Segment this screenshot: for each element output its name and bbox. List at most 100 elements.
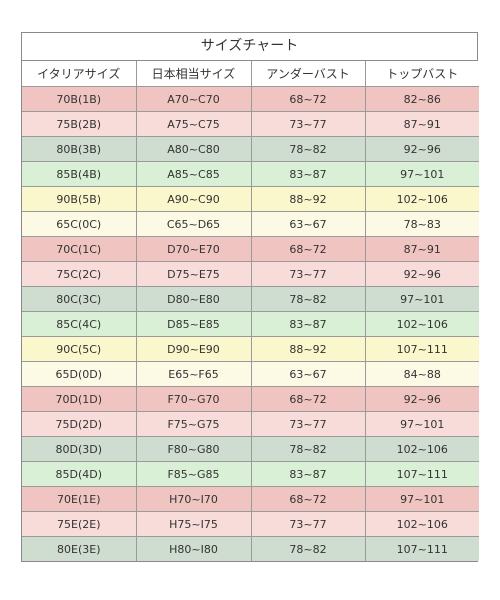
- japan-size-cell: A80~C80: [135, 136, 252, 162]
- topbust-cell: 84~88: [364, 361, 479, 387]
- table-row: 80E(3E) H80~I80 78~82 107~111: [22, 536, 479, 561]
- italian-size-cell: 80B(3B): [22, 136, 137, 162]
- underbust-cell: 73~77: [250, 261, 366, 287]
- topbust-cell: 87~91: [364, 111, 479, 137]
- topbust-cell: 102~106: [364, 186, 479, 212]
- italian-size-cell: 90C(5C): [22, 336, 137, 362]
- topbust-cell: 97~101: [364, 411, 479, 437]
- topbust-cell: 92~96: [364, 261, 479, 287]
- japan-size-cell: H70~I70: [135, 486, 252, 512]
- japan-size-cell: H75~I75: [135, 511, 252, 537]
- italian-size-cell: 85B(4B): [22, 161, 137, 187]
- japan-size-cell: D70~E70: [135, 236, 252, 262]
- topbust-cell: 92~96: [364, 386, 479, 412]
- japan-size-cell: A90~C90: [135, 186, 252, 212]
- italian-size-cell: 80D(3D): [22, 436, 137, 462]
- header-row: イタリアサイズ 日本相当サイズ アンダーバスト トップバスト: [22, 61, 479, 87]
- underbust-cell: 73~77: [250, 511, 366, 537]
- header-italian-size: イタリアサイズ: [22, 61, 137, 87]
- header-japan-size: 日本相当サイズ: [135, 61, 252, 87]
- italian-size-cell: 75D(2D): [22, 411, 137, 437]
- table-row: 80B(3B) A80~C80 78~82 92~96: [22, 136, 479, 162]
- underbust-cell: 68~72: [250, 386, 366, 412]
- underbust-cell: 63~67: [250, 361, 366, 387]
- underbust-cell: 88~92: [250, 336, 366, 362]
- topbust-cell: 78~83: [364, 211, 479, 237]
- table-row: 70B(1B) A70~C70 68~72 82~86: [22, 86, 479, 112]
- underbust-cell: 83~87: [250, 311, 366, 337]
- table-row: 75B(2B) A75~C75 73~77 87~91: [22, 111, 479, 137]
- underbust-cell: 73~77: [250, 111, 366, 137]
- underbust-cell: 68~72: [250, 86, 366, 112]
- size-chart: サイズチャート イタリアサイズ 日本相当サイズ アンダーバスト トップバスト 7…: [21, 32, 479, 562]
- italian-size-cell: 75C(2C): [22, 261, 137, 287]
- italian-size-cell: 65D(0D): [22, 361, 137, 387]
- underbust-cell: 63~67: [250, 211, 366, 237]
- chart-title: サイズチャート: [22, 33, 477, 61]
- underbust-cell: 78~82: [250, 286, 366, 312]
- japan-size-cell: F70~G70: [135, 386, 252, 412]
- table-row: 65C(0C) C65~D65 63~67 78~83: [22, 211, 479, 237]
- italian-size-cell: 90B(5B): [22, 186, 137, 212]
- table-row: 70C(1C) D70~E70 68~72 87~91: [22, 236, 479, 262]
- size-table: イタリアサイズ 日本相当サイズ アンダーバスト トップバスト 70B(1B) A7…: [22, 61, 479, 561]
- japan-size-cell: E65~F65: [135, 361, 252, 387]
- table-row: 80C(3C) D80~E80 78~82 97~101: [22, 286, 479, 312]
- topbust-cell: 97~101: [364, 161, 479, 187]
- topbust-cell: 97~101: [364, 286, 479, 312]
- table-row: 70D(1D) F70~G70 68~72 92~96: [22, 386, 479, 412]
- underbust-cell: 68~72: [250, 236, 366, 262]
- topbust-cell: 82~86: [364, 86, 479, 112]
- italian-size-cell: 75B(2B): [22, 111, 137, 137]
- table-row: 70E(1E) H70~I70 68~72 97~101: [22, 486, 479, 512]
- japan-size-cell: F85~G85: [135, 461, 252, 487]
- japan-size-cell: F75~G75: [135, 411, 252, 437]
- japan-size-cell: D75~E75: [135, 261, 252, 287]
- underbust-cell: 68~72: [250, 486, 366, 512]
- japan-size-cell: A85~C85: [135, 161, 252, 187]
- topbust-cell: 107~111: [364, 536, 479, 561]
- header-topbust: トップバスト: [364, 61, 479, 87]
- japan-size-cell: F80~G80: [135, 436, 252, 462]
- underbust-cell: 83~87: [250, 161, 366, 187]
- underbust-cell: 78~82: [250, 436, 366, 462]
- italian-size-cell: 80C(3C): [22, 286, 137, 312]
- italian-size-cell: 70B(1B): [22, 86, 137, 112]
- underbust-cell: 88~92: [250, 186, 366, 212]
- topbust-cell: 102~106: [364, 311, 479, 337]
- table-row: 75C(2C) D75~E75 73~77 92~96: [22, 261, 479, 287]
- table-row: 75E(2E) H75~I75 73~77 102~106: [22, 511, 479, 537]
- topbust-cell: 107~111: [364, 461, 479, 487]
- italian-size-cell: 70D(1D): [22, 386, 137, 412]
- table-row: 85B(4B) A85~C85 83~87 97~101: [22, 161, 479, 187]
- italian-size-cell: 70C(1C): [22, 236, 137, 262]
- japan-size-cell: C65~D65: [135, 211, 252, 237]
- italian-size-cell: 85C(4C): [22, 311, 137, 337]
- topbust-cell: 87~91: [364, 236, 479, 262]
- underbust-cell: 78~82: [250, 536, 366, 561]
- topbust-cell: 107~111: [364, 336, 479, 362]
- japan-size-cell: D85~E85: [135, 311, 252, 337]
- topbust-cell: 102~106: [364, 511, 479, 537]
- italian-size-cell: 85D(4D): [22, 461, 137, 487]
- table-row: 85C(4C) D85~E85 83~87 102~106: [22, 311, 479, 337]
- italian-size-cell: 70E(1E): [22, 486, 137, 512]
- japan-size-cell: A70~C70: [135, 86, 252, 112]
- japan-size-cell: H80~I80: [135, 536, 252, 561]
- header-underbust: アンダーバスト: [250, 61, 366, 87]
- italian-size-cell: 80E(3E): [22, 536, 137, 561]
- italian-size-cell: 75E(2E): [22, 511, 137, 537]
- table-row: 80D(3D) F80~G80 78~82 102~106: [22, 436, 479, 462]
- underbust-cell: 73~77: [250, 411, 366, 437]
- table-row: 75D(2D) F75~G75 73~77 97~101: [22, 411, 479, 437]
- topbust-cell: 102~106: [364, 436, 479, 462]
- table-row: 90B(5B) A90~C90 88~92 102~106: [22, 186, 479, 212]
- topbust-cell: 97~101: [364, 486, 479, 512]
- japan-size-cell: D80~E80: [135, 286, 252, 312]
- japan-size-cell: A75~C75: [135, 111, 252, 137]
- table-row: 90C(5C) D90~E90 88~92 107~111: [22, 336, 479, 362]
- underbust-cell: 78~82: [250, 136, 366, 162]
- underbust-cell: 83~87: [250, 461, 366, 487]
- italian-size-cell: 65C(0C): [22, 211, 137, 237]
- table-row: 65D(0D) E65~F65 63~67 84~88: [22, 361, 479, 387]
